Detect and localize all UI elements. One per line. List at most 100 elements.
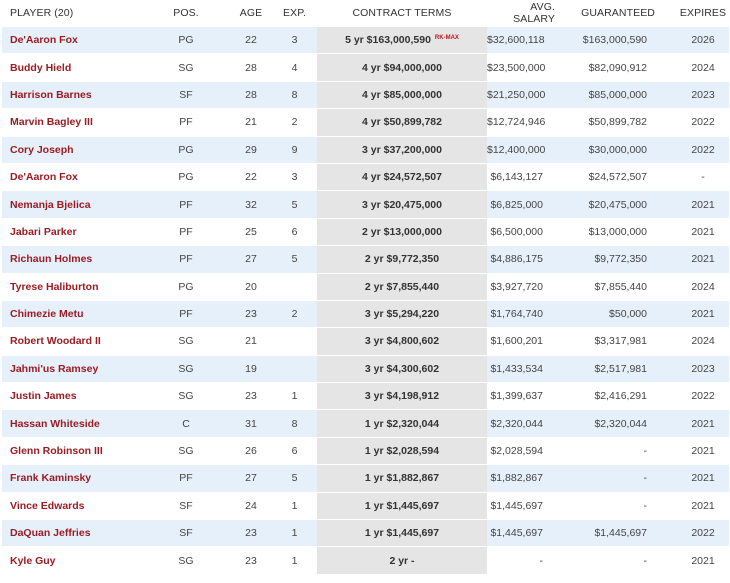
- player-name-link[interactable]: Chimezie Metu: [2, 299, 142, 328]
- age-cell: 28: [230, 80, 272, 109]
- age-cell: 23: [230, 299, 272, 328]
- col-header-pos[interactable]: POS.: [142, 0, 230, 27]
- avg-salary-cell: $12,400,000: [487, 135, 577, 164]
- col-header-age[interactable]: AGE: [230, 0, 272, 27]
- contract-terms-cell: 3 yr $37,200,000: [317, 135, 487, 164]
- col-header-player[interactable]: PLAYER (20): [2, 0, 142, 27]
- guaranteed-cell: $2,320,044: [577, 409, 677, 438]
- contract-terms-text: 3 yr $37,200,000: [362, 143, 442, 156]
- player-name-link[interactable]: Harrison Barnes: [2, 80, 142, 109]
- expires-cell: 2026: [677, 25, 729, 54]
- expires-cell: 2024: [677, 272, 729, 301]
- player-name-link[interactable]: Buddy Hield: [2, 53, 142, 82]
- guaranteed-cell: -: [577, 464, 677, 493]
- experience-cell: 5: [272, 245, 317, 274]
- guaranteed-cell: $30,000,000: [577, 135, 677, 164]
- player-name-link[interactable]: Cory Joseph: [2, 135, 142, 164]
- contract-terms-text: 5 yr $163,000,590: [345, 34, 431, 47]
- player-name-link[interactable]: Jahmi'us Ramsey: [2, 354, 142, 383]
- guaranteed-cell: -: [577, 491, 677, 520]
- expires-cell: 2021: [677, 190, 729, 219]
- avg-salary-cell: $23,500,000: [487, 53, 577, 82]
- player-name-link[interactable]: Nemanja Bjelica: [2, 190, 142, 219]
- experience-cell: 5: [272, 464, 317, 493]
- contract-terms-cell: 1 yr $2,028,594: [317, 436, 487, 465]
- contract-terms-text: 2 yr $7,855,440: [364, 280, 440, 293]
- position-cell: C: [142, 409, 230, 438]
- guaranteed-cell: $50,000: [577, 299, 677, 328]
- player-name-link[interactable]: Robert Woodard II: [2, 327, 142, 356]
- age-cell: 31: [230, 409, 272, 438]
- table-row: De'Aaron Fox PG 22 3 5 yr $163,000,590 RK-MAX…: [2, 25, 729, 54]
- guaranteed-cell: $13,000,000: [577, 217, 677, 246]
- player-name-link[interactable]: Kyle Guy: [2, 546, 142, 574]
- player-name-link[interactable]: Frank Kaminsky: [2, 464, 142, 493]
- contract-tag-badge: RK-MAX: [434, 34, 459, 41]
- col-header-expires[interactable]: EXPIRES: [677, 0, 729, 27]
- experience-cell: 8: [272, 409, 317, 438]
- age-cell: 20: [230, 272, 272, 301]
- table-row: Vince Edwards SF 24 1 1 yr $1,445,697 $1,445,…: [2, 491, 729, 520]
- player-name-link[interactable]: Marvin Bagley III: [2, 108, 142, 137]
- table-row: Kyle Guy SG 23 1 2 yr - - -2021: [2, 546, 729, 574]
- player-name-link[interactable]: Jabari Parker: [2, 217, 142, 246]
- player-name-link[interactable]: Justin James: [2, 382, 142, 410]
- player-name-link[interactable]: Richaun Holmes: [2, 245, 142, 274]
- guaranteed-cell: $9,772,350: [577, 245, 677, 274]
- experience-cell: 6: [272, 436, 317, 465]
- position-cell: SG: [142, 546, 230, 574]
- player-name-link[interactable]: De'Aaron Fox: [2, 25, 142, 54]
- contract-terms-text: 2 yr $13,000,000: [362, 225, 442, 238]
- guaranteed-cell: $50,899,782: [577, 108, 677, 137]
- experience-cell: 8: [272, 80, 317, 109]
- col-header-exp[interactable]: EXP.: [272, 0, 317, 27]
- avg-salary-cell: $12,724,946: [487, 108, 577, 137]
- expires-cell: 2023: [677, 80, 729, 109]
- table-row: Richaun Holmes PF 27 5 2 yr $9,772,350 $4,886…: [2, 245, 729, 274]
- player-name-link[interactable]: De'Aaron Fox: [2, 162, 142, 191]
- col-header-guaranteed[interactable]: GUARANTEED: [577, 0, 677, 27]
- player-name-link[interactable]: Tyrese Haliburton: [2, 272, 142, 301]
- experience-cell: 1: [272, 519, 317, 547]
- player-name-link[interactable]: DaQuan Jeffries: [2, 519, 142, 547]
- guaranteed-cell: -: [577, 436, 677, 465]
- experience-cell: 5: [272, 190, 317, 219]
- age-cell: 22: [230, 162, 272, 191]
- age-cell: 23: [230, 546, 272, 574]
- age-cell: 23: [230, 519, 272, 547]
- position-cell: PF: [142, 245, 230, 274]
- table-row: Jabari Parker PF 25 6 2 yr $13,000,000 $6,500…: [2, 217, 729, 246]
- experience-cell: [272, 272, 317, 301]
- expires-cell: 2021: [677, 299, 729, 328]
- player-name-link[interactable]: Glenn Robinson III: [2, 436, 142, 465]
- player-name-link[interactable]: Vince Edwards: [2, 491, 142, 520]
- table-row: De'Aaron Fox PG 22 3 4 yr $24,572,507 $6,143,…: [2, 162, 729, 191]
- age-cell: 26: [230, 436, 272, 465]
- avg-salary-cell: -: [487, 546, 577, 574]
- expires-cell: 2021: [677, 409, 729, 438]
- col-header-contract[interactable]: CONTRACT TERMS: [317, 0, 487, 27]
- age-cell: 22: [230, 25, 272, 54]
- experience-cell: 1: [272, 491, 317, 520]
- contract-terms-cell: 2 yr $9,772,350: [317, 245, 487, 274]
- table-row: Glenn Robinson III SG 26 6 1 yr $2,028,594 $2…: [2, 436, 729, 465]
- guaranteed-cell: $3,317,981: [577, 327, 677, 356]
- position-cell: PG: [142, 25, 230, 54]
- age-cell: 27: [230, 464, 272, 493]
- contract-terms-cell: 2 yr $7,855,440: [317, 272, 487, 301]
- experience-cell: [272, 327, 317, 356]
- table-row: Robert Woodard II SG 21 3 yr $4,800,602 $1,6…: [2, 327, 729, 356]
- contract-terms-text: 2 yr -: [389, 554, 415, 567]
- col-header-avg-salary[interactable]: AVG. SALARY: [487, 0, 577, 27]
- contract-terms-cell: 2 yr $13,000,000: [317, 217, 487, 246]
- avg-salary-cell: $2,320,044: [487, 409, 577, 438]
- experience-cell: 1: [272, 382, 317, 410]
- expires-cell: 2022: [677, 382, 729, 410]
- age-cell: 24: [230, 491, 272, 520]
- contract-terms-cell: 4 yr $85,000,000: [317, 80, 487, 109]
- guaranteed-cell: $163,000,590: [577, 25, 677, 54]
- age-cell: 25: [230, 217, 272, 246]
- expires-cell: 2021: [677, 491, 729, 520]
- player-name-link[interactable]: Hassan Whiteside: [2, 409, 142, 438]
